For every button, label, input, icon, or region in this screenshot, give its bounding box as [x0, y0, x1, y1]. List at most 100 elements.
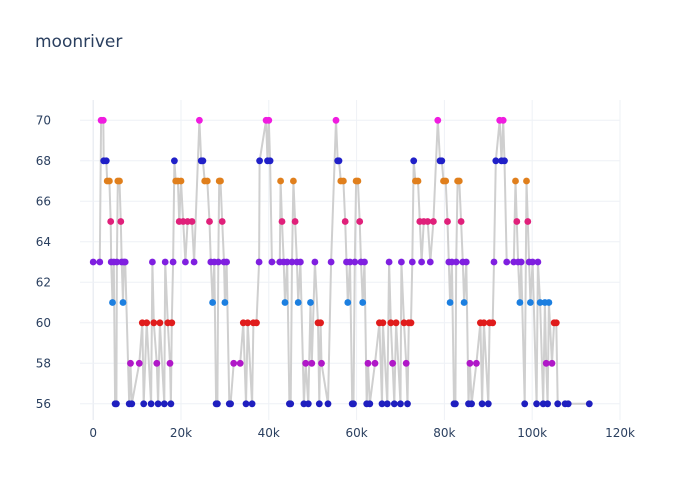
data-point [512, 177, 519, 185]
data-point [513, 218, 521, 225]
data-point [177, 177, 185, 185]
data-point [102, 157, 110, 165]
data-point [190, 258, 198, 266]
data-point [529, 258, 536, 266]
data-point [188, 218, 196, 225]
data-point [287, 400, 295, 408]
data-point [552, 319, 560, 327]
y-tick-label: 56 [36, 397, 51, 411]
data-point [268, 258, 276, 266]
data-point [480, 319, 488, 327]
data-point [523, 177, 530, 185]
data-point [206, 218, 213, 225]
data-point [96, 258, 104, 266]
data-point [390, 400, 398, 408]
data-point [534, 258, 542, 266]
tick-labels: 0 20k 40k 60k 80k 100k 120k 56 58 60 62 64 66 68 70 [36, 113, 635, 440]
data-point [408, 258, 416, 266]
data-point [221, 299, 229, 306]
data-point [521, 400, 529, 408]
data-point [527, 299, 534, 306]
data-point [135, 359, 143, 367]
data-point [283, 258, 291, 266]
data-point [542, 359, 550, 367]
data-point [378, 400, 386, 408]
data-point [473, 359, 480, 367]
x-tick-label: 20k [170, 426, 192, 440]
data-point [113, 400, 120, 408]
data-point [154, 400, 162, 408]
data-point [544, 400, 551, 408]
data-point [424, 218, 432, 225]
y-tick-label: 66 [36, 194, 51, 208]
data-point [545, 299, 553, 306]
data-point [116, 177, 123, 185]
data-point [230, 359, 238, 367]
data-point [438, 157, 446, 165]
data-point [277, 177, 284, 185]
data-point [278, 218, 286, 225]
data-point [236, 359, 244, 367]
data-point [361, 258, 368, 266]
data-point [489, 319, 497, 327]
data-point [203, 177, 211, 185]
data-point [397, 400, 404, 408]
data-point [127, 359, 134, 367]
data-point [218, 218, 226, 225]
data-point [265, 116, 273, 124]
data-point [341, 218, 349, 225]
data-point [209, 299, 217, 306]
data-point [217, 177, 224, 185]
data-point [536, 299, 544, 306]
data-point [307, 299, 314, 306]
data-point [452, 400, 459, 408]
data-point [107, 218, 115, 225]
data-point [99, 116, 107, 124]
data-point [147, 400, 155, 408]
data-point [255, 258, 263, 266]
data-point [311, 258, 319, 266]
data-point [402, 359, 410, 367]
data-point [564, 400, 572, 408]
data-point [113, 258, 121, 266]
x-tick-label: 60k [345, 426, 367, 440]
data-point [585, 400, 593, 408]
data-point [379, 319, 387, 327]
data-point [182, 258, 189, 266]
data-point [478, 400, 486, 408]
data-point [288, 258, 296, 266]
data-point [385, 258, 393, 266]
data-point [503, 258, 511, 266]
data-point [149, 258, 156, 266]
data-point [490, 258, 498, 266]
data-point [128, 400, 136, 408]
data-point [335, 157, 343, 165]
data-point [359, 299, 367, 306]
data-point [290, 177, 297, 185]
data-point [161, 258, 169, 266]
data-point [332, 116, 340, 124]
data-point [156, 319, 164, 327]
data-point [533, 400, 540, 408]
data-point [457, 218, 465, 225]
data-point [548, 359, 556, 367]
data-point [455, 177, 463, 185]
data-point [304, 400, 312, 408]
data-point [351, 258, 359, 266]
data-point [524, 218, 532, 225]
y-tick-label: 60 [36, 316, 51, 330]
data-point [392, 319, 400, 327]
data-point [109, 299, 116, 306]
data-point [143, 319, 151, 327]
data-point [297, 258, 304, 266]
data-point [516, 299, 524, 306]
data-point [169, 258, 177, 266]
data-point [223, 258, 231, 266]
data-point [460, 299, 468, 306]
data-point [106, 177, 113, 185]
data-point [160, 400, 168, 408]
data-point [266, 157, 274, 165]
data-point [168, 319, 176, 327]
x-tick-label: 80k [433, 426, 455, 440]
x-tick-label: 120k [605, 426, 635, 440]
